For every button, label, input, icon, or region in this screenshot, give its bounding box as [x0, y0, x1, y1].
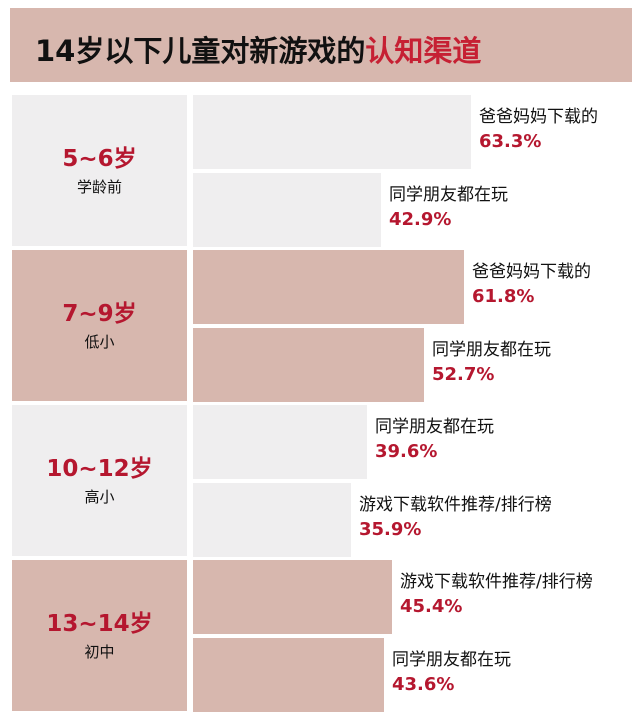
age-range: 13~14岁 [46, 610, 153, 637]
bar-label-group: 同学朋友都在玩 52.7% [432, 338, 551, 388]
bar-value-label: 42.9% [389, 209, 452, 230]
age-group-label: 10~12岁高小 [12, 405, 187, 556]
bar-value-label: 39.6% [375, 441, 438, 462]
bar [193, 328, 424, 402]
bar-category-label: 同学朋友都在玩 [392, 650, 511, 670]
age-group-label: 7~9岁低小 [12, 250, 187, 401]
school-stage: 学龄前 [76, 177, 122, 196]
school-stage: 高小 [84, 487, 115, 506]
bar-label-group: 同学朋友都在玩 43.6% [392, 648, 511, 698]
age-group-label: 13~14岁初中 [12, 560, 187, 711]
title-highlight: 认知渠道 [365, 34, 482, 68]
title-prefix: 14岁以下儿童对新游戏的 [35, 34, 366, 68]
chart-title: 14岁以下儿童对新游戏的认知渠道 [35, 28, 481, 70]
bar-category-label: 游戏下载软件推荐/排行榜 [400, 572, 593, 592]
bar-category-label: 同学朋友都在玩 [375, 417, 494, 437]
bar-category-label: 爸爸妈妈下载的 [479, 107, 598, 127]
bar [193, 250, 464, 324]
bar-label-group: 游戏下载软件推荐/排行榜 35.9% [359, 493, 552, 543]
bar-value-label: 52.7% [432, 364, 495, 385]
bar [193, 483, 351, 557]
bar-category-label: 爸爸妈妈下载的 [472, 262, 591, 282]
bar-value-label: 61.8% [472, 286, 535, 307]
bar-value-label: 43.6% [392, 674, 455, 695]
bar [193, 173, 381, 247]
school-stage: 初中 [84, 642, 115, 661]
bar-value-label: 35.9% [359, 519, 422, 540]
age-range: 5~6岁 [62, 145, 137, 172]
age-group-label: 5~6岁学龄前 [12, 95, 187, 246]
school-stage: 低小 [84, 332, 115, 351]
age-range: 7~9岁 [62, 300, 137, 327]
bar-value-label: 63.3% [479, 131, 542, 152]
bar-label-group: 同学朋友都在玩 42.9% [389, 183, 508, 233]
bar-category-label: 游戏下载软件推荐/排行榜 [359, 495, 552, 515]
bar-value-label: 45.4% [400, 596, 463, 617]
bar-category-label: 同学朋友都在玩 [432, 340, 551, 360]
bar-label-group: 同学朋友都在玩 39.6% [375, 415, 494, 465]
title-banner: 14岁以下儿童对新游戏的认知渠道 [10, 8, 632, 82]
bar-label-group: 爸爸妈妈下载的 63.3% [479, 105, 598, 155]
age-range: 10~12岁 [46, 455, 153, 482]
bar [193, 95, 471, 169]
bar [193, 638, 384, 712]
bar-label-group: 游戏下载软件推荐/排行榜 45.4% [400, 570, 593, 620]
bar-label-group: 爸爸妈妈下载的 61.8% [472, 260, 591, 310]
bar [193, 560, 392, 634]
bar-category-label: 同学朋友都在玩 [389, 185, 508, 205]
bar [193, 405, 367, 479]
